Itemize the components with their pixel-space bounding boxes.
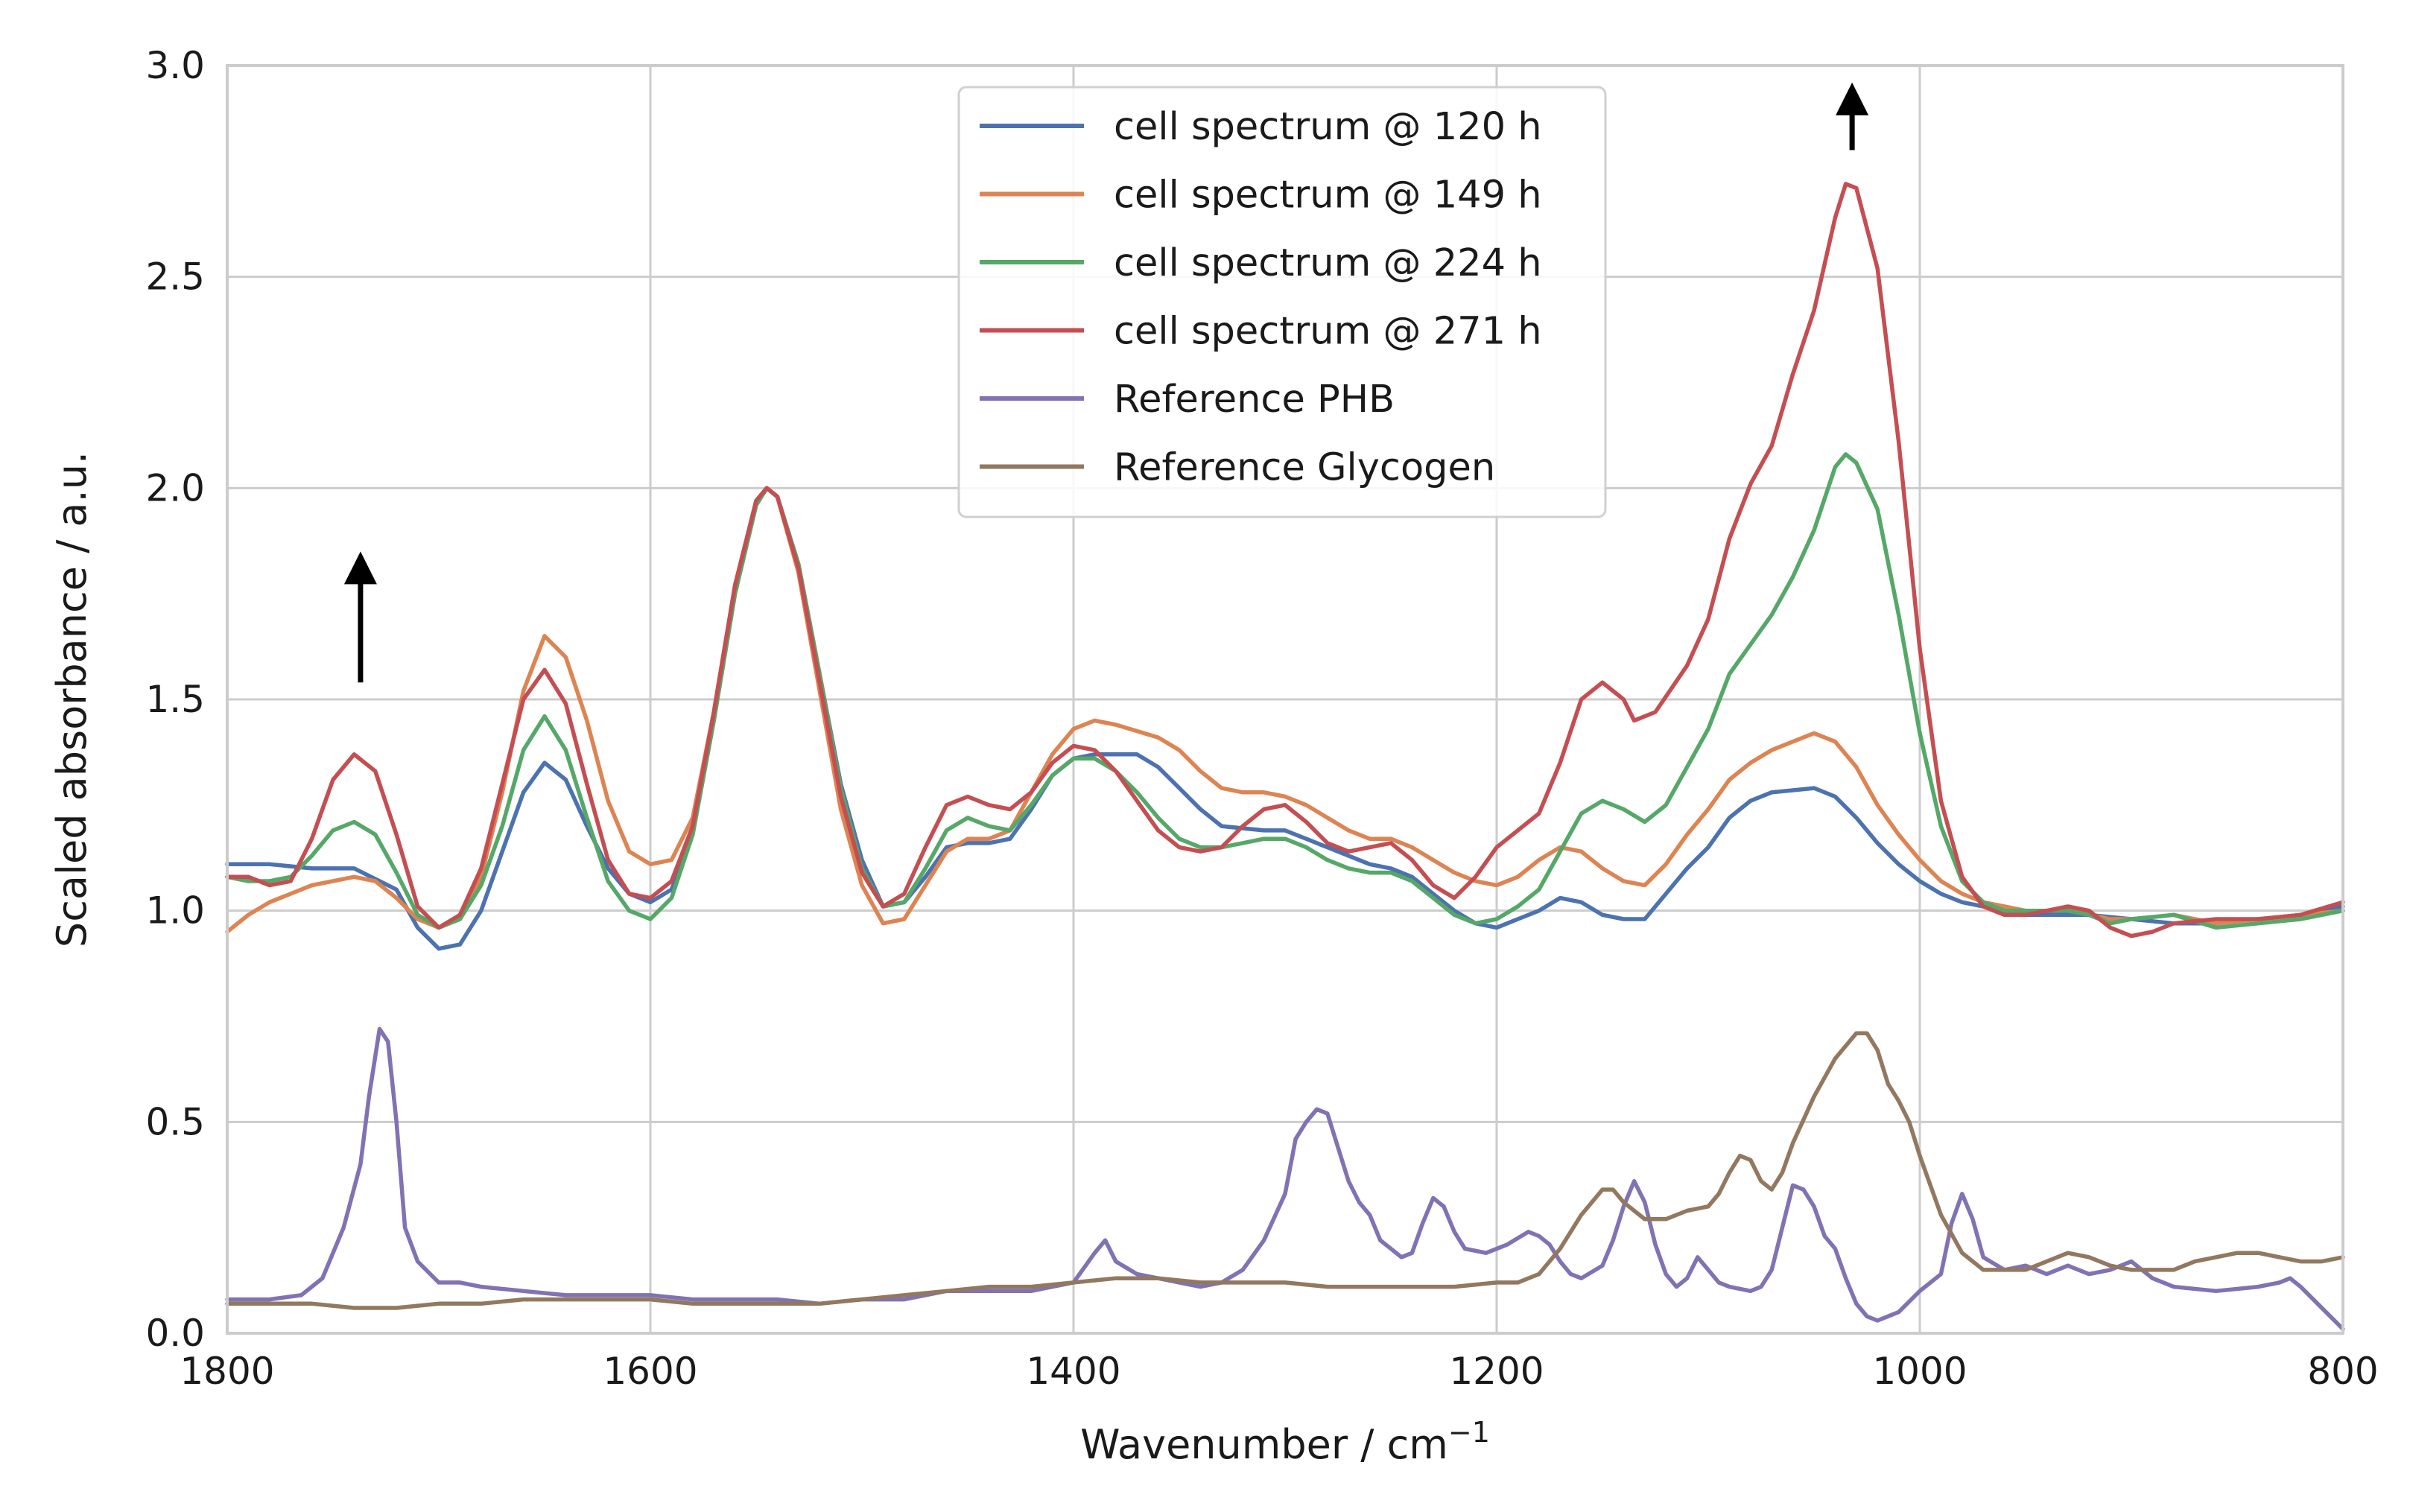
- legend-label: cell spectrum @ 120 h: [1114, 105, 1542, 149]
- y-tick-label: 3.0: [145, 44, 205, 87]
- x-tick-label: 1000: [1872, 1350, 1967, 1393]
- legend-label: Reference PHB: [1114, 378, 1395, 422]
- series-layer: [225, 182, 2345, 1332]
- annotations: [343, 82, 1869, 683]
- series-line-1: [225, 486, 2345, 934]
- legend-box: [957, 86, 1607, 518]
- y-tick-label: 0.5: [145, 1100, 205, 1143]
- y-tick-label: 2.5: [145, 255, 205, 299]
- y-tick-label: 1.5: [145, 678, 205, 721]
- legend-label: cell spectrum @ 149 h: [1114, 174, 1542, 217]
- x-tick-label: 1400: [1026, 1350, 1120, 1393]
- legend-label: cell spectrum @ 271 h: [1114, 310, 1542, 354]
- x-axis-label: Wavenumber / cm−1: [1080, 1416, 1490, 1468]
- x-axis-label-superscript: −1: [1448, 1416, 1490, 1449]
- x-axis-label-text: Wavenumber / cm: [1080, 1421, 1448, 1468]
- plot-frame: [226, 64, 2344, 1335]
- y-axis-label: Scaled absorbance / a.u.: [48, 451, 95, 947]
- annotation-arrow-head: [1836, 82, 1869, 115]
- x-axis-ticks: 1800 1600 1400 1200 1000 800: [180, 1350, 2378, 1393]
- y-tick-label: 1.0: [145, 889, 205, 933]
- x-tick-label: 1800: [180, 1350, 274, 1393]
- y-axis-ticks: 0.0 0.5 1.0 1.5 2.0 2.5 3.0: [145, 44, 205, 1355]
- x-tick-label: 1200: [1449, 1350, 1544, 1393]
- x-tick-label: 800: [2307, 1350, 2378, 1393]
- y-tick-label: 2.0: [145, 466, 205, 509]
- series-line-3: [225, 182, 2345, 938]
- legend-label: cell spectrum @ 224 h: [1114, 241, 1542, 285]
- y-tick-label: 0.0: [145, 1312, 205, 1355]
- annotation-arrow-head: [343, 551, 377, 585]
- series-line-2: [225, 452, 2345, 930]
- series-line-5: [225, 1031, 2345, 1310]
- legend: cell spectrum @ 120 h cell spectrum @ 149…: [957, 86, 1607, 518]
- legend-label: Reference Glycogen: [1114, 446, 1495, 490]
- x-tick-label: 1600: [603, 1350, 697, 1393]
- series-line-4: [225, 1026, 2345, 1332]
